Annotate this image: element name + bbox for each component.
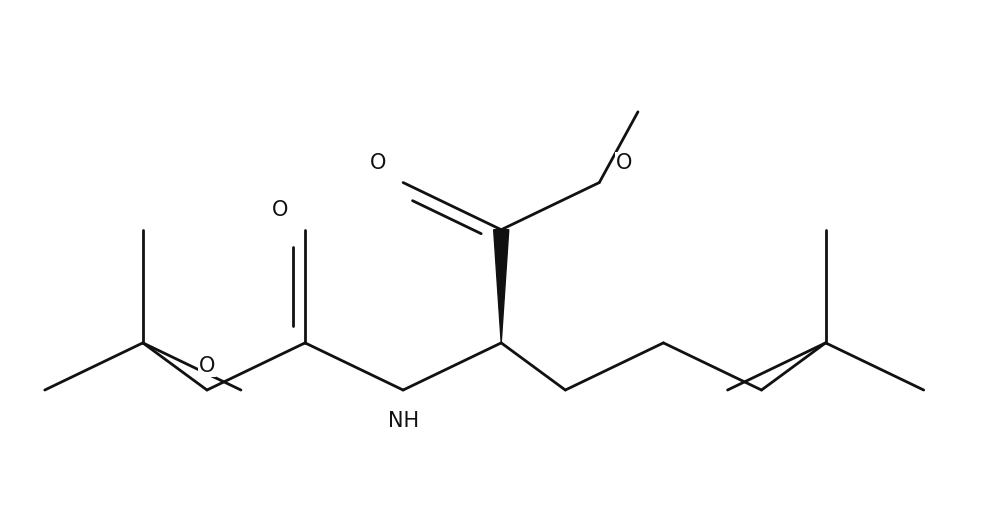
Text: O: O (272, 200, 288, 220)
Text: O: O (369, 153, 386, 173)
Text: O: O (199, 356, 215, 376)
Text: O: O (617, 153, 633, 173)
Text: NH: NH (387, 411, 419, 431)
Polygon shape (494, 230, 508, 343)
